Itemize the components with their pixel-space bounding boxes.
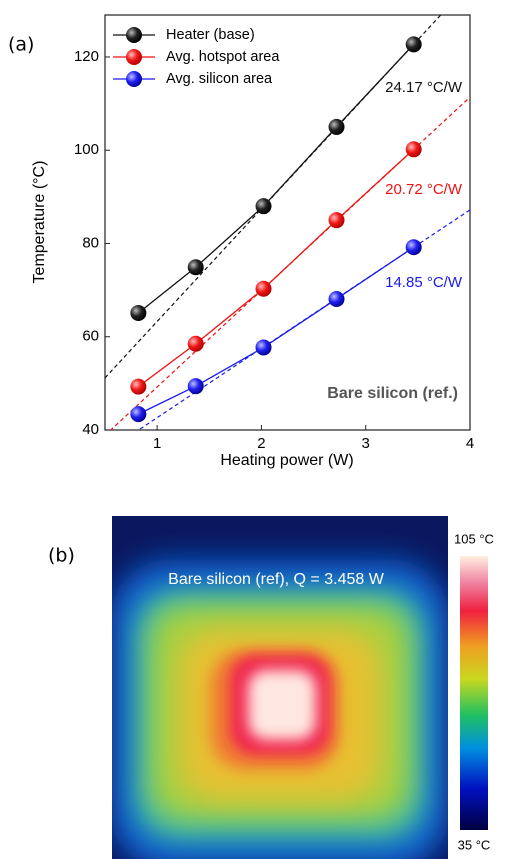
data-point xyxy=(256,198,272,214)
thermal-image xyxy=(110,516,450,859)
figure: (a) 1 2 3 4 40 60 80 100 120 24.17 °C/W Heater (ba… xyxy=(0,0,506,859)
panel-label: (a) xyxy=(8,34,34,56)
colorbar xyxy=(460,556,488,830)
data-point xyxy=(256,339,272,355)
fit-label: 20.72 °C/W xyxy=(385,181,463,198)
x-tick-label: 3 xyxy=(362,435,370,452)
data-point xyxy=(406,36,422,52)
fit-label: 24.17 °C/W xyxy=(385,79,463,96)
data-point xyxy=(188,259,204,275)
panel-label: (b) xyxy=(48,545,75,567)
x-tick-label: 2 xyxy=(257,435,265,452)
y-axis-label: Temperature (°C) xyxy=(31,161,48,284)
fit-label: 14.85 °C/W xyxy=(385,274,463,291)
data-point xyxy=(329,212,345,228)
colorbar-max-label: 105 °C xyxy=(454,531,494,546)
x-tick-label: 1 xyxy=(153,435,161,452)
colorbar-min-label: 35 °C xyxy=(458,837,491,852)
y-tick-label: 60 xyxy=(82,328,99,345)
data-point xyxy=(329,119,345,135)
legend-marker xyxy=(126,49,142,65)
legend-label: Avg. hotspot area xyxy=(166,49,280,65)
legend-marker xyxy=(126,27,142,43)
series-line xyxy=(138,149,413,386)
legend-label: Heater (base) xyxy=(166,27,255,43)
data-point xyxy=(130,379,146,395)
annotation: Bare silicon (ref.) xyxy=(327,385,458,402)
page: (a) 1 2 3 4 40 60 80 100 120 24.17 °C/W Heater (ba… xyxy=(0,0,506,859)
data-point xyxy=(406,141,422,157)
data-point xyxy=(406,239,422,255)
legend-label: Avg. silicon area xyxy=(166,71,273,87)
data-point xyxy=(329,291,345,307)
x-axis-label: Heating power (W) xyxy=(220,452,353,469)
x-tick-label: 4 xyxy=(466,435,474,452)
y-tick-label: 120 xyxy=(74,48,99,65)
y-tick-label: 100 xyxy=(74,141,99,158)
y-tick-label: 80 xyxy=(82,234,99,251)
data-point xyxy=(130,406,146,422)
legend-marker xyxy=(126,71,142,87)
data-point xyxy=(188,336,204,352)
plot-frame xyxy=(105,15,470,430)
image-title: Bare silicon (ref), Q = 3.458 W xyxy=(168,571,385,588)
data-point xyxy=(256,281,272,297)
data-point xyxy=(130,305,146,321)
data-point xyxy=(188,378,204,394)
y-tick-label: 40 xyxy=(82,421,99,438)
